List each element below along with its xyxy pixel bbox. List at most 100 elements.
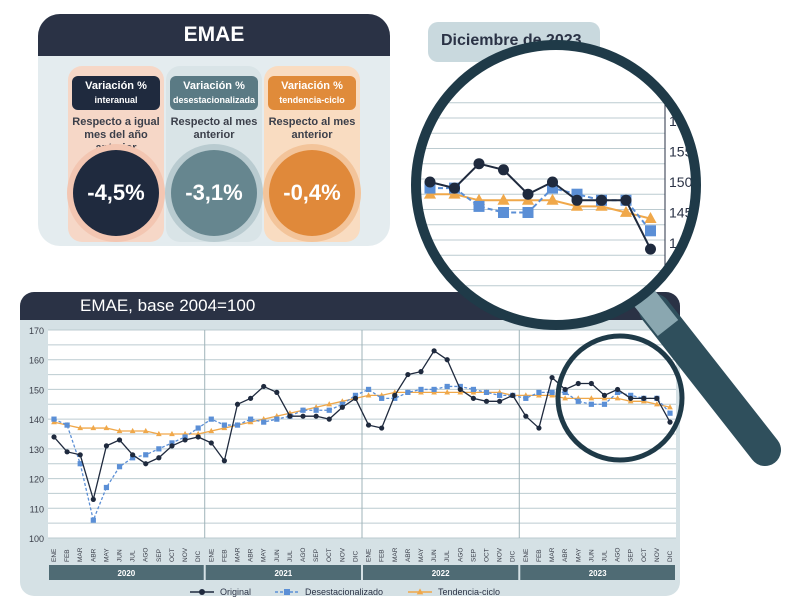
tile-desestacionalizada-subheading: desestacionalizada [172,95,256,105]
data-point [247,416,254,422]
chart-title: EMAE, base 2004=100 [80,296,256,315]
data-point [195,434,201,440]
data-point [352,392,359,398]
data-point [156,455,162,461]
data-point [601,392,608,398]
data-point [182,437,188,443]
data-point [247,395,254,401]
x-tick-label: OCT [326,548,333,562]
tile-desestacionalizada-heading: Variación % [183,80,245,92]
x-tick-label: SEP [156,549,163,562]
data-point [667,404,673,410]
emae-card-title: EMAE [38,14,390,56]
x-tick-label: NOV [339,547,346,562]
data-point [51,416,57,422]
data-point [457,386,463,393]
data-point [392,395,398,401]
data-point [667,419,673,425]
data-point [523,413,529,419]
data-point [169,440,175,446]
data-point [365,422,372,428]
lens-data-point [571,194,583,206]
x-tick-label: AGO [300,548,307,562]
data-point [549,374,555,381]
data-point [575,380,581,387]
y-tick-label: 100 [29,534,44,544]
lens-data-point [424,176,436,188]
data-point [614,395,621,401]
tile-desestacionalizada-caption: Variación % desestacionalizada [170,76,258,110]
x-tick-label: ABR [405,548,412,562]
magnifier-handle [627,281,781,466]
data-point [523,395,529,401]
data-point [444,389,451,395]
data-point [313,413,319,419]
data-point [418,386,424,393]
data-point [169,443,175,449]
x-tick-label: DIC [510,551,517,563]
data-point [470,386,477,393]
data-point [208,427,215,434]
data-point [601,401,608,407]
data-point [654,395,660,401]
data-point [64,449,70,455]
tile-desestacionalizada-value: -3,1% [171,150,257,236]
data-point [195,425,201,431]
lens-tick-label: 150 [669,174,693,190]
lens-data-point [620,194,632,206]
data-point [352,395,359,401]
data-point [300,407,306,413]
tile-tendencia-description: Respecto al mes anterior [268,116,356,141]
data-point [641,395,647,401]
data-point [116,427,123,434]
data-point [536,425,542,431]
x-tick-label: JUL [444,550,451,562]
data-point [143,461,149,467]
data-point [405,389,411,395]
data-point [339,401,345,407]
x-tick-label: OCT [641,548,648,562]
data-point [483,398,490,404]
x-tick-label: FEB [379,549,386,562]
tile-interanual-caption: Variación % interanual [72,76,160,110]
lens-data-point [547,182,558,194]
lens-data-point [645,225,656,237]
data-point [261,383,267,390]
data-point [221,422,227,428]
data-point [497,392,503,398]
x-tick-label: OCT [484,548,491,562]
y-tick-label: 130 [29,445,44,455]
lens-tick-label: 145 [669,205,693,221]
x-tick-label: AGO [457,548,464,562]
data-point [155,430,162,437]
data-point [614,386,621,393]
tile-interanual-value: -4,5% [73,150,159,236]
lens-data-point [596,194,607,206]
x-tick-label: ENE [523,548,530,562]
year-band [363,565,519,580]
tile-desestacionalizada: Variación % desestacionalizada Respecto … [166,66,262,242]
x-tick-label: NOV [497,547,504,562]
data-point [274,416,280,422]
data-point [51,434,57,440]
x-tick-label: ENE [208,548,215,562]
data-point [156,446,162,452]
legend-label: Original [220,587,251,597]
data-point [588,380,594,387]
data-point [221,458,227,464]
data-point [143,452,149,458]
data-point [129,427,136,434]
year-label: 2021 [274,569,292,578]
data-point [326,416,332,422]
year-band [520,565,675,580]
data-point [103,424,110,431]
data-point [182,434,188,440]
x-tick-label: JUN [274,549,281,562]
data-point [195,430,202,437]
data-point [326,407,332,413]
x-tick-label: MAR [234,547,241,562]
data-point [431,386,437,393]
x-tick-label: DIC [195,551,202,563]
small-lens-ring [555,333,685,463]
x-tick-label: OCT [169,548,176,562]
